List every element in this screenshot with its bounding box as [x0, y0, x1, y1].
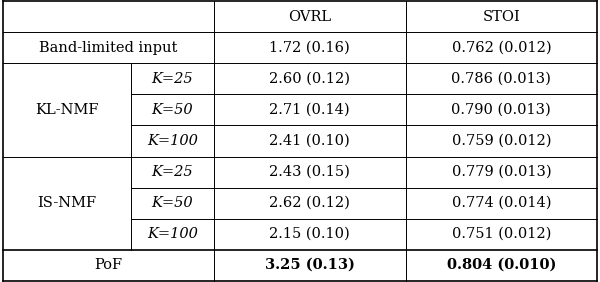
Text: 0.786 (0.013): 0.786 (0.013) [451, 72, 551, 86]
Text: 0.751 (0.012): 0.751 (0.012) [452, 227, 551, 241]
Text: 0.759 (0.012): 0.759 (0.012) [452, 134, 551, 148]
Text: 2.62 (0.12): 2.62 (0.12) [269, 196, 350, 210]
Text: 2.43 (0.15): 2.43 (0.15) [269, 165, 350, 179]
Text: 0.762 (0.012): 0.762 (0.012) [452, 41, 551, 55]
Text: 0.774 (0.014): 0.774 (0.014) [452, 196, 551, 210]
Text: 2.71 (0.14): 2.71 (0.14) [269, 103, 350, 117]
Text: K=100: K=100 [147, 227, 198, 241]
Text: 2.41 (0.10): 2.41 (0.10) [269, 134, 350, 148]
Text: Band-limited input: Band-limited input [39, 41, 178, 55]
Text: KL-NMF: KL-NMF [35, 103, 98, 117]
Text: 1.72 (0.16): 1.72 (0.16) [269, 41, 350, 55]
Text: STOI: STOI [482, 10, 520, 24]
Text: K=50: K=50 [151, 196, 193, 210]
Text: 0.779 (0.013): 0.779 (0.013) [452, 165, 551, 179]
Text: K=25: K=25 [151, 165, 193, 179]
Text: 0.790 (0.013): 0.790 (0.013) [451, 103, 551, 117]
Text: IS-NMF: IS-NMF [37, 196, 97, 210]
Text: 2.15 (0.10): 2.15 (0.10) [269, 227, 350, 241]
Text: 0.804 (0.010): 0.804 (0.010) [446, 258, 556, 272]
Text: 2.60 (0.12): 2.60 (0.12) [269, 72, 350, 86]
Text: K=25: K=25 [151, 72, 193, 86]
Text: K=100: K=100 [147, 134, 198, 148]
Text: K=50: K=50 [151, 103, 193, 117]
Text: OVRL: OVRL [288, 10, 331, 24]
Text: 3.25 (0.13): 3.25 (0.13) [265, 258, 355, 272]
Text: PoF: PoF [94, 258, 122, 272]
